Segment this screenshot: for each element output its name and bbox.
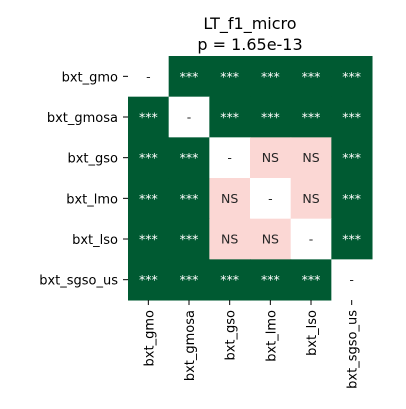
heatmap-cell-0-1 (168, 56, 210, 98)
row-tick-label-1: bxt_gmosa (47, 111, 118, 126)
heatmap-cell-4-5 (331, 218, 373, 260)
cell-label-2-5: *** (342, 150, 361, 165)
cell-label-1-2: *** (220, 110, 239, 125)
heatmap-cell-2-0 (128, 137, 170, 179)
cell-label-4-3: NS (262, 232, 279, 247)
chart-title: LT_f1_micro (203, 14, 296, 34)
cell-label-5-4: *** (302, 272, 321, 287)
col-tick-label-0: bxt_gmo (142, 310, 157, 366)
row-tick-labels: bxt_gmo bxt_gmosa bxt_gso bxt_lmo bxt_lsobxt… (39, 70, 128, 289)
heatmap-cell-1-3 (250, 96, 292, 138)
heatmap-cell-1-1 (168, 96, 210, 138)
heatmap-cell-0-0 (128, 56, 170, 98)
cell-label-0-5: *** (342, 69, 361, 84)
heatmap-cell-3-1 (168, 178, 210, 220)
heatmap-cell-2-1 (168, 137, 210, 179)
heatmap-cell-3-4 (290, 178, 332, 220)
heatmap-cell-3-3 (250, 178, 292, 220)
row-tick-label-4: bxt_lso (72, 233, 118, 248)
heatmap-cell-0-3 (250, 56, 292, 98)
heatmap-cell-1-5 (331, 96, 373, 138)
cell-label-1-4: *** (302, 110, 321, 125)
col-tick-label-3: bxt_lmo (264, 310, 279, 362)
cell-label-5-5: - (349, 272, 354, 287)
heatmap-cell-5-2 (209, 259, 251, 301)
heatmap-cell-5-0 (128, 259, 170, 301)
cell-label-2-4: NS (302, 150, 319, 165)
heatmap-cell-0-4 (290, 56, 332, 98)
heatmap-cell-3-2 (209, 178, 251, 220)
row-tick-label-2: bxt_gso (67, 152, 118, 167)
cell-label-3-0: *** (139, 191, 158, 206)
cell-label-0-3: *** (261, 69, 280, 84)
cell-label-5-1: *** (180, 272, 199, 287)
cell-label-2-1: *** (180, 150, 199, 165)
heatmap-cell-0-2 (209, 56, 251, 98)
cell-label-4-2: NS (221, 232, 238, 247)
heatmap-cell-4-0 (128, 218, 170, 260)
heatmap-cell-4-3 (250, 218, 292, 260)
row-tick-label-3: bxt_lmo (66, 192, 118, 207)
col-tick-labels: bxt_gmo bxt_gmosa bxt_gso bxt_lmo bxt_lso bxt… (142, 300, 361, 389)
heatmap-cell-4-4 (290, 218, 332, 260)
col-tick-label-1: bxt_gmosa (183, 310, 198, 381)
row-tick-label-0: bxt_gmo (62, 70, 118, 85)
col-tick-label-2: bxt_gso (224, 310, 239, 361)
cell-label-3-5: *** (342, 191, 361, 206)
heatmap-cells: - *** *** *** *** *** *** - *** *** *** *** *** *** - N… (128, 56, 373, 301)
row-tick-label-5: bxt_sgso_us (39, 274, 118, 289)
cell-label-4-0: *** (139, 232, 158, 247)
heatmap-cell-5-1 (168, 259, 210, 301)
cell-label-1-0: *** (139, 110, 158, 125)
heatmap-cell-2-4 (290, 137, 332, 179)
cell-label-0-1: *** (180, 69, 199, 84)
cell-label-3-4: NS (302, 191, 319, 206)
heatmap-cell-4-2 (209, 218, 251, 260)
heatmap-cell-5-5 (331, 259, 373, 301)
cell-label-0-4: *** (302, 69, 321, 84)
cell-label-5-3: *** (261, 272, 280, 287)
cell-label-4-5: *** (342, 232, 361, 247)
heatmap-cell-1-2 (209, 96, 251, 138)
cell-label-0-0: - (146, 69, 151, 84)
heatmap-cell-5-3 (250, 259, 292, 301)
heatmap-cell-1-4 (290, 96, 332, 138)
heatmap-cell-1-0 (128, 96, 170, 138)
col-tick-label-5: bxt_sgso_us (346, 310, 361, 389)
cell-label-5-2: *** (220, 272, 239, 287)
heatmap-cell-2-2 (209, 137, 251, 179)
cell-label-2-0: *** (139, 150, 158, 165)
cell-label-2-2: - (227, 150, 232, 165)
cell-label-1-1: - (187, 110, 192, 125)
heatmap-cell-3-0 (128, 178, 170, 220)
heatmap-cell-5-4 (290, 259, 332, 301)
cell-label-3-1: *** (180, 191, 199, 206)
chart-subtitle: p = 1.65e-13 (197, 35, 302, 54)
heatmap-cell-2-5 (331, 137, 373, 179)
cell-label-3-2: NS (221, 191, 238, 206)
cell-label-0-2: *** (220, 69, 239, 84)
cell-label-2-3: NS (262, 150, 279, 165)
cell-label-4-1: *** (180, 232, 199, 247)
cell-label-3-3: - (268, 191, 273, 206)
heatmap-cell-2-3 (250, 137, 292, 179)
cell-label-5-0: *** (139, 272, 158, 287)
cell-label-1-5: *** (342, 110, 361, 125)
cell-label-4-4: - (309, 232, 314, 247)
heatmap-cell-0-5 (331, 56, 373, 98)
col-tick-label-4: bxt_lso (305, 310, 320, 356)
cell-label-1-3: *** (261, 110, 280, 125)
heatmap-cell-4-1 (168, 218, 210, 260)
heatmap-cell-3-5 (331, 178, 373, 220)
